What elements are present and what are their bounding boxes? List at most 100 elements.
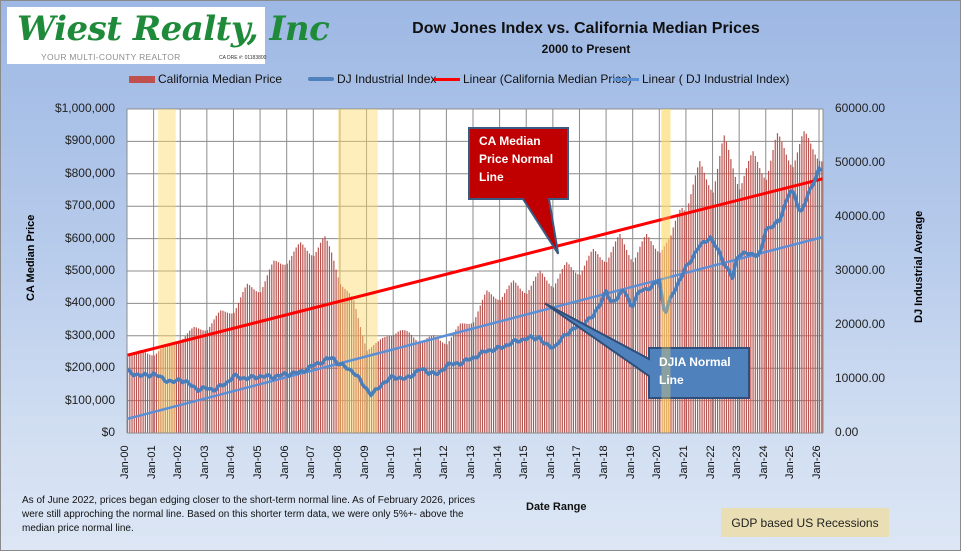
bar-ca-median xyxy=(543,276,546,433)
bar-ca-median xyxy=(331,252,333,433)
bar-ca-median xyxy=(714,181,716,433)
bar-ca-median xyxy=(566,262,568,433)
bar-ca-median xyxy=(510,282,512,433)
bar-ca-median xyxy=(215,315,217,433)
bar-ca-median xyxy=(546,280,548,433)
bar-ca-median xyxy=(339,284,342,433)
bar-ca-median xyxy=(266,275,268,433)
bar-ca-median xyxy=(526,293,528,433)
bar-ca-median xyxy=(552,287,555,433)
y-tick-label: $0 xyxy=(101,425,115,439)
bar-ca-median xyxy=(492,296,495,433)
bar-ca-median xyxy=(209,326,211,433)
bar-ca-median xyxy=(659,252,661,433)
bar-ca-median xyxy=(730,159,732,433)
bar-ca-median xyxy=(275,261,277,433)
bar-ca-median xyxy=(657,251,659,433)
bar-ca-median xyxy=(779,136,781,433)
bar-ca-median xyxy=(790,164,792,434)
bar-ca-median xyxy=(453,333,455,433)
y-tick-label: $700,000 xyxy=(64,198,115,213)
bar-ca-median xyxy=(406,331,408,433)
bar-ca-median xyxy=(592,248,594,433)
bar-ca-median xyxy=(439,340,441,433)
legend-item-dj-index: DJ Industrial Index xyxy=(308,72,436,86)
bar-ca-median xyxy=(246,283,248,433)
bar-ca-median xyxy=(712,192,714,433)
bar-ca-median xyxy=(637,252,639,433)
bar-ca-median xyxy=(770,160,772,433)
legend-swatch-trend xyxy=(613,77,639,81)
bar-ca-median xyxy=(251,287,253,433)
bar-ca-median xyxy=(348,293,350,433)
bar-ca-median xyxy=(508,285,510,433)
bar-ca-median xyxy=(297,244,299,433)
bar-ca-median xyxy=(548,283,550,433)
bar-ca-median xyxy=(404,330,406,433)
bar-ca-median xyxy=(619,234,621,433)
bar-ca-median xyxy=(532,280,535,433)
bar-ca-median xyxy=(390,335,393,433)
bar-ca-median xyxy=(242,292,244,433)
bar-ca-median xyxy=(204,330,206,433)
bar-ca-median xyxy=(621,238,623,433)
bar-ca-median xyxy=(732,168,734,433)
recession-band xyxy=(158,109,176,433)
bar-ca-median xyxy=(601,259,603,433)
bar-ca-median xyxy=(736,183,739,433)
bar-ca-median xyxy=(319,242,322,433)
chart-title: Dow Jones Index vs. California Median Pr… xyxy=(412,20,760,37)
bar-ca-median xyxy=(293,251,295,433)
bar-ca-median xyxy=(783,148,785,433)
bar-ca-median xyxy=(801,136,803,433)
bar-ca-median xyxy=(614,241,617,433)
bar-ca-median xyxy=(308,253,311,433)
bar-ca-median xyxy=(796,152,799,433)
bar-ca-median xyxy=(681,207,683,433)
bar-ca-median xyxy=(335,269,337,433)
bar-ca-median xyxy=(677,215,679,433)
bar-ca-median xyxy=(641,241,643,433)
bar-ca-median xyxy=(486,290,488,433)
bar-ca-median xyxy=(497,299,499,433)
bar-ca-median xyxy=(821,161,823,433)
bar-ca-median xyxy=(384,337,386,433)
x-axis-label: Date Range xyxy=(526,501,587,513)
bar-ca-median xyxy=(191,328,193,433)
bar-ca-median xyxy=(193,326,195,433)
bar-ca-median xyxy=(685,211,688,433)
bar-ca-median xyxy=(763,177,765,433)
bar-ca-median xyxy=(151,355,153,433)
bar-ca-median xyxy=(643,237,645,433)
bar-ca-median xyxy=(765,179,767,433)
bar-ca-median xyxy=(819,160,821,433)
bar-ca-median xyxy=(481,299,484,433)
bar-ca-median xyxy=(781,141,783,434)
callout-ca-median xyxy=(468,127,569,255)
bar-ca-median xyxy=(579,274,581,433)
bar-ca-median xyxy=(559,273,561,433)
bar-ca-median xyxy=(129,355,131,433)
y2-tick-label: 20000.00 xyxy=(835,317,886,331)
callout-djia-line: DJIA Normal xyxy=(659,355,731,369)
bar-ca-median xyxy=(814,154,816,434)
bar-ca-median xyxy=(211,323,213,433)
callout-ca-line: CA Median xyxy=(479,134,541,148)
callout-djia-line: Line xyxy=(659,373,684,387)
y-tick-label: $200,000 xyxy=(64,360,115,375)
bar-ca-median xyxy=(484,294,486,433)
bar-ca-median xyxy=(277,262,280,433)
bar-ca-median xyxy=(302,244,304,433)
bar-ca-median xyxy=(708,185,710,433)
bar-ca-median xyxy=(761,173,763,433)
bar-ca-median xyxy=(175,342,177,433)
bar-ca-median xyxy=(634,257,637,433)
bar-ca-median xyxy=(248,285,251,433)
y-tick-label: $100,000 xyxy=(64,392,115,407)
bar-ca-median xyxy=(355,309,357,433)
bar-ca-median xyxy=(475,317,477,433)
bar-ca-median xyxy=(173,343,175,433)
y2-tick-label: 60000.00 xyxy=(835,101,886,115)
company-logo: Wiest Realty, Inc YOUR MULTI-COUNTY REAL… xyxy=(7,7,330,64)
bar-ca-median xyxy=(229,313,231,433)
